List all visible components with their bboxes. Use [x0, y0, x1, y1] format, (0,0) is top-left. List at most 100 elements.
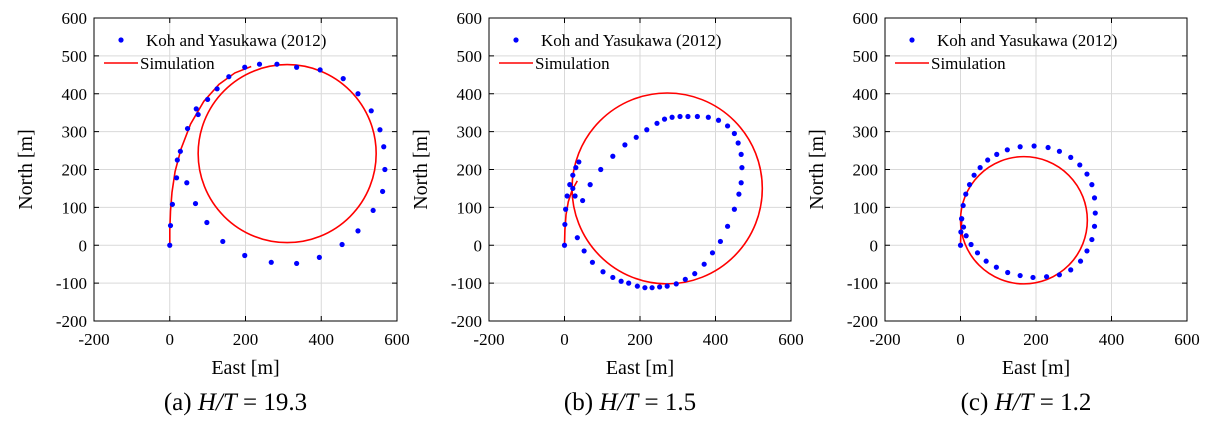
data-point	[682, 276, 688, 282]
data-point	[959, 216, 965, 222]
y-tick-label: -100	[847, 274, 878, 293]
y-tick-label: -200	[847, 312, 878, 331]
y-tick-label: 400	[457, 85, 483, 104]
data-point	[634, 283, 640, 289]
y-axis-label: North [m]	[410, 129, 432, 210]
x-tick-label: 400	[703, 330, 729, 349]
y-tick-label: 600	[62, 9, 88, 28]
data-point	[692, 271, 698, 277]
data-point	[974, 250, 981, 256]
y-tick-label: -100	[451, 274, 482, 293]
legend-label-line: Simulation	[535, 54, 610, 73]
data-point	[1084, 171, 1090, 177]
caption-math: H/T	[994, 389, 1036, 416]
data-point	[1017, 144, 1023, 150]
y-axis-label: North [m]	[806, 129, 828, 210]
caption-prefix: (c)	[961, 389, 995, 416]
data-point	[993, 264, 999, 270]
data-point	[242, 252, 248, 259]
data-point	[642, 285, 648, 291]
data-point	[355, 228, 361, 234]
data-point	[184, 180, 190, 186]
x-tick-label: 400	[1099, 330, 1125, 349]
data-point	[1056, 272, 1063, 278]
data-point	[1068, 267, 1074, 273]
data-point	[177, 148, 183, 154]
data-point	[731, 130, 737, 137]
data-point	[567, 182, 573, 188]
data-point	[242, 64, 248, 70]
data-point	[968, 241, 974, 248]
data-point	[644, 127, 650, 133]
data-point	[193, 106, 199, 112]
caption-prefix: (a)	[164, 389, 198, 416]
data-point	[377, 127, 383, 133]
x-tick-label: 0	[956, 330, 965, 349]
data-point	[1089, 182, 1095, 188]
data-point	[382, 166, 388, 173]
legend-marker-points	[909, 37, 915, 43]
y-tick-label: 300	[457, 123, 483, 142]
data-point	[1068, 154, 1074, 160]
y-tick-label: 200	[62, 161, 88, 180]
legend-label-points: Koh and Yasukawa (2012)	[937, 31, 1117, 50]
data-point	[715, 117, 722, 123]
data-point	[192, 200, 199, 207]
y-tick-label: 600	[853, 9, 879, 28]
data-point	[685, 113, 691, 120]
x-axis-label: East [m]	[211, 357, 279, 379]
data-point	[317, 67, 323, 73]
data-point	[649, 285, 655, 291]
y-tick-label: 100	[853, 198, 879, 217]
y-tick-label: 300	[853, 123, 879, 142]
caption-prefix: (b)	[564, 389, 599, 416]
data-point	[1056, 148, 1063, 154]
data-point	[1043, 274, 1050, 280]
data-point	[983, 258, 989, 264]
data-point	[368, 108, 374, 114]
x-tick-label: 200	[627, 330, 653, 349]
y-tick-label: 600	[457, 9, 483, 28]
data-point	[572, 193, 578, 199]
y-tick-label: 100	[62, 198, 88, 217]
x-tick-label: 0	[560, 330, 569, 349]
chart-panel-3: -200 0 200 400 600 -200 -100 0 100 200 300 400 500 60…	[806, 9, 1200, 416]
caption-math: H/T	[598, 389, 640, 416]
plot-area	[561, 92, 764, 291]
data-point	[610, 153, 616, 159]
data-point	[570, 172, 576, 178]
data-point	[1077, 258, 1084, 264]
data-point	[626, 280, 632, 286]
simulation-circle	[571, 92, 764, 285]
y-tick-label: 200	[457, 161, 483, 180]
x-tick-label: -200	[869, 330, 900, 349]
data-point	[664, 283, 670, 289]
data-point	[561, 242, 568, 248]
caption-value: = 1.5	[638, 389, 696, 416]
data-point	[380, 188, 386, 195]
data-point	[610, 274, 616, 281]
data-point	[1092, 210, 1098, 216]
plot-area	[167, 61, 388, 267]
data-point	[1077, 162, 1083, 168]
data-point	[167, 222, 174, 229]
data-point	[633, 134, 639, 140]
y-tick-label: -200	[451, 312, 482, 331]
data-point	[1017, 272, 1023, 279]
y-tick-label: 200	[853, 161, 879, 180]
y-tick-label: 0	[474, 236, 483, 255]
data-point	[570, 185, 576, 192]
data-point	[226, 74, 232, 80]
data-point	[184, 125, 191, 132]
data-point	[1045, 144, 1051, 151]
data-point	[960, 224, 967, 230]
data-point	[1089, 236, 1095, 243]
data-point	[574, 235, 580, 241]
data-point	[701, 261, 707, 267]
simulation-circle	[197, 63, 377, 244]
data-point	[220, 238, 226, 245]
data-point	[1005, 269, 1011, 276]
data-point	[581, 248, 587, 254]
x-tick-label: 400	[309, 330, 335, 349]
